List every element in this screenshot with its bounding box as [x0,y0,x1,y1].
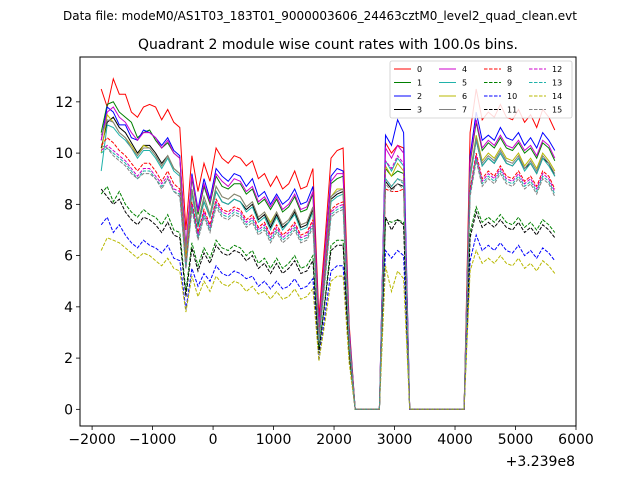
series-line-14 [100,237,556,410]
legend-box [389,60,573,119]
plot-frame [79,56,577,427]
legend-label-9: 9 [507,79,512,88]
x-tick-label: −1000 [129,432,176,448]
x-tick-label: 4000 [437,432,473,448]
chart-title: Quadrant 2 module wise count rates with … [138,37,518,53]
x-tick-label: 0 [209,432,218,448]
legend-label-14: 14 [552,92,562,101]
y-tick-label: 6 [64,249,73,265]
x-tick-label: 2000 [316,432,352,448]
legend-label-13: 13 [552,79,562,88]
legend-label-12: 12 [552,65,562,74]
series-line-10 [100,216,556,410]
x-tick-label: 6000 [558,432,594,448]
series-line-11 [100,188,556,410]
y-tick-label: 0 [64,402,73,418]
series-lines [100,77,556,410]
y-tick-label: 4 [64,300,73,316]
x-tick-label: 5000 [498,432,534,448]
x-axis-ticks: −2000 −1000 0 1000 2000 3000 4000 5000 6000 [68,426,594,448]
legend-label-8: 8 [507,65,512,74]
x-tick-label: 3000 [377,432,413,448]
legend-label-4: 4 [462,65,467,74]
series-line-15 [101,144,556,410]
series-line-13 [100,147,556,410]
y-tick-label: 2 [64,351,73,367]
legend-label-3: 3 [417,106,422,115]
legend-label-11: 11 [507,106,517,115]
y-axis-ticks: 0 2 4 6 8 10 12 [55,95,80,418]
legend-label-0: 0 [417,65,422,74]
legend-label-10: 10 [507,92,517,101]
legend-label-2: 2 [417,92,422,101]
x-tick-label: −2000 [68,432,115,448]
y-tick-label: 12 [55,95,73,111]
legend-label-6: 6 [462,92,467,101]
x-axis-offset-label: +3.239e8 [506,454,575,470]
y-tick-label: 10 [55,146,73,162]
series-line-4 [100,106,556,410]
legend-label-1: 1 [417,79,422,88]
legend-label-5: 5 [462,79,467,88]
series-line-7 [100,119,556,410]
y-tick-label: 8 [64,197,73,213]
figure-suptitle: Data file: modeM0/AS1T03_183T01_90000036… [63,9,577,23]
x-tick-label: 1000 [256,432,292,448]
legend-label-15: 15 [552,106,562,115]
legend-label-7: 7 [462,106,467,115]
